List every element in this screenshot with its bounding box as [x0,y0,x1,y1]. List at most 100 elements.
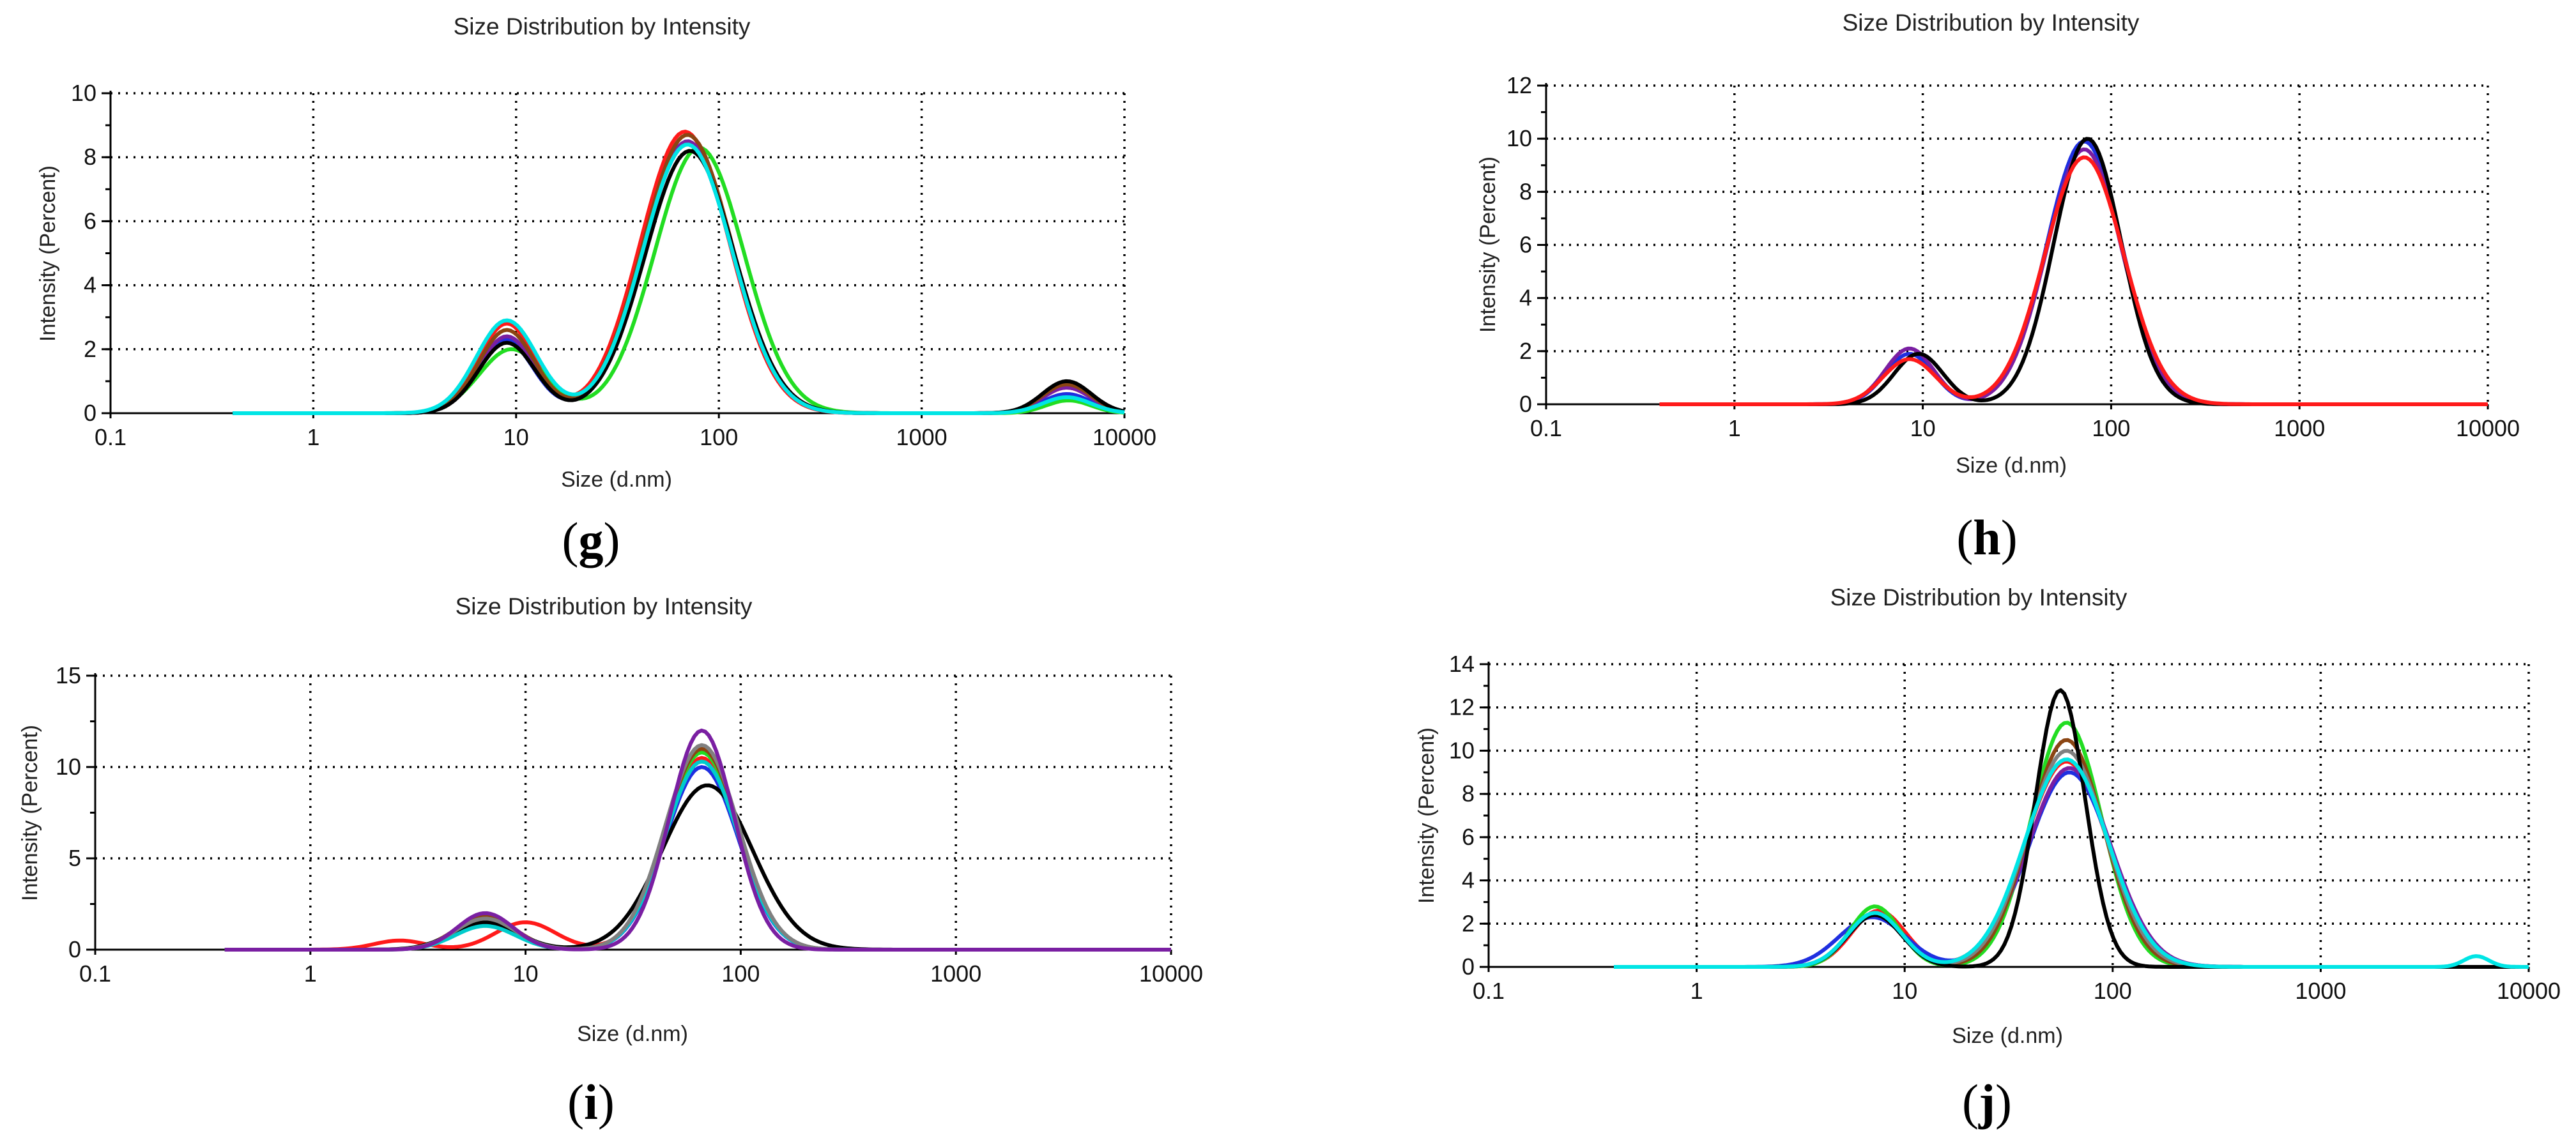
y-tick-label-j: 10 [1449,737,1475,763]
chart-panel-h: Size Distribution by Intensity 0.1 1 10 100… [1476,10,2520,565]
x-tick-label-i: 10000 [1139,961,1203,987]
x-tick-label-j: 0.1 [1473,978,1505,1004]
x-tick-label-h: 1000 [2274,415,2325,441]
y-tick-label-j: 4 [1462,867,1475,893]
x-axis-label-i: Size (d.nm) [577,1022,688,1046]
series-line-j-gray [1614,748,2529,969]
x-tick-label-j: 10 [1892,978,1917,1004]
x-tick-label-j: 100 [2094,978,2132,1004]
y-tick-label-h: 0 [1519,391,1532,417]
series-line-h-black [1659,137,2488,406]
chart-title-j: Size Distribution by Intensity [1830,584,2128,611]
chart-title-i: Size Distribution by Intensity [456,593,753,619]
series-line-h-purple [1659,148,2488,406]
plot-area-g: 0.1 1 10 100 1000 10000 0 2 4 6 8 10 [71,80,1156,450]
panel-label-j-close: ) [1995,1074,2012,1130]
series-line-i-purple [224,728,1171,952]
series-line-g-cyan [233,142,1125,415]
series-line-g-purple [233,139,1125,415]
y-tick-label-h: 12 [1506,72,1532,98]
chart-title-h: Size Distribution by Intensity [1843,10,2140,36]
series-line-j-purple [1614,766,2529,969]
series-line-i-brown [224,747,1171,952]
y-tick-label-i: 10 [56,754,81,780]
plot-area-h: 0.1 1 10 100 1000 10000 0 2 4 6 8 10 12 [1506,72,2520,441]
x-tick-label-i: 1000 [930,961,981,987]
series-line-i-gray [224,743,1171,952]
x-tick-label-j: 10000 [2497,978,2561,1004]
series-line-g-blue [233,142,1125,415]
y-tick-label-h: 8 [1519,178,1532,204]
series-line-i-black [224,783,1171,952]
series-line-j-blue [1614,770,2529,969]
y-tick-label-i: 5 [68,845,81,871]
y-tick-label-g: 4 [84,272,96,298]
x-tick-label-j: 1 [1690,978,1703,1004]
panel-label-g-close: ) [604,512,620,568]
chart-title-g: Size Distribution by Intensity [454,13,751,40]
y-tick-label-h: 2 [1519,338,1532,364]
y-axis-label-i: Intensity (Percent) [18,725,42,901]
x-axis-label-g: Size (d.nm) [561,467,672,492]
series-line-h-red [1659,155,2488,406]
x-tick-label-i: 100 [721,961,760,987]
y-tick-label-g: 10 [71,80,96,106]
y-tick-label-g: 0 [84,400,96,426]
y-tick-label-i: 15 [56,662,81,688]
x-tick-label-h: 10 [1910,415,1936,441]
plot-area-j: 0.1 1 10 100 1000 10000 0 2 4 6 8 10 12 14 [1449,651,2561,1004]
y-tick-label-h: 10 [1506,125,1532,151]
panel-label-j-letter: j [1978,1074,1995,1130]
y-axis-label-j: Intensity (Percent) [1414,727,1439,904]
panel-label-j: (j) [1962,1074,2012,1130]
y-tick-label-g: 6 [84,208,96,234]
x-tick-label-j: 1000 [2295,978,2346,1004]
panel-label-h-open: ( [1956,510,1973,565]
chart-panel-g: Size Distribution by Intensity 0.1 1 10 100… [36,13,1156,568]
x-tick-label-g: 1 [307,424,319,450]
x-tick-label-h: 10000 [2456,415,2520,441]
y-axis-label-h: Intensity (Percent) [1476,156,1500,333]
y-tick-label-g: 2 [84,336,96,362]
y-tick-label-j: 6 [1462,824,1475,850]
series-line-j-cyan [1614,757,2529,969]
series-line-g-green [233,146,1125,415]
x-axis-label-h: Size (d.nm) [1956,453,2067,478]
y-tick-label-j: 2 [1462,910,1475,936]
x-tick-label-i: 10 [513,961,539,987]
x-tick-label-h: 1 [1728,415,1741,441]
x-tick-label-h: 0.1 [1530,415,1562,441]
series-line-j-black [1614,688,2529,969]
panel-label-j-open: ( [1962,1074,1979,1130]
x-tick-label-g: 0.1 [95,424,126,450]
chart-panel-i: Size Distribution by Intensity 0.1 1 10 100… [18,593,1203,1130]
panel-label-g-open: ( [562,512,579,568]
panel-label-g: (g) [562,512,620,568]
series-line-h-blue [1659,139,2488,406]
series-line-g-black [233,149,1125,415]
panel-label-i-letter: i [584,1074,598,1130]
series-line-i-green [224,750,1171,952]
series-line-i-blue [224,765,1171,952]
plot-area-i: 0.1 1 10 100 1000 10000 0 5 10 15 [56,662,1203,987]
y-tick-label-j: 14 [1449,651,1475,677]
panel-label-h: (h) [1956,510,2017,565]
y-tick-label-j: 0 [1462,953,1475,980]
panel-label-h-close: ) [2001,510,2018,565]
y-tick-label-j: 12 [1449,694,1475,720]
series-line-j-red [1614,759,2529,969]
y-axis-label-g: Intensity (Percent) [36,165,60,342]
y-tick-label-g: 8 [84,144,96,170]
panel-label-g-letter: g [579,512,604,568]
x-tick-label-g: 100 [700,424,738,450]
x-tick-label-i: 1 [304,961,317,987]
x-tick-label-g: 10 [503,424,529,450]
y-tick-label-i: 0 [68,936,81,962]
panel-label-h-letter: h [1973,510,2000,565]
panel-label-i-open: ( [567,1074,584,1130]
x-tick-label-i: 0.1 [79,961,111,987]
panel-label-i-close: ) [598,1074,615,1130]
y-tick-label-h: 4 [1519,285,1532,311]
x-tick-label-g: 10000 [1092,424,1156,450]
